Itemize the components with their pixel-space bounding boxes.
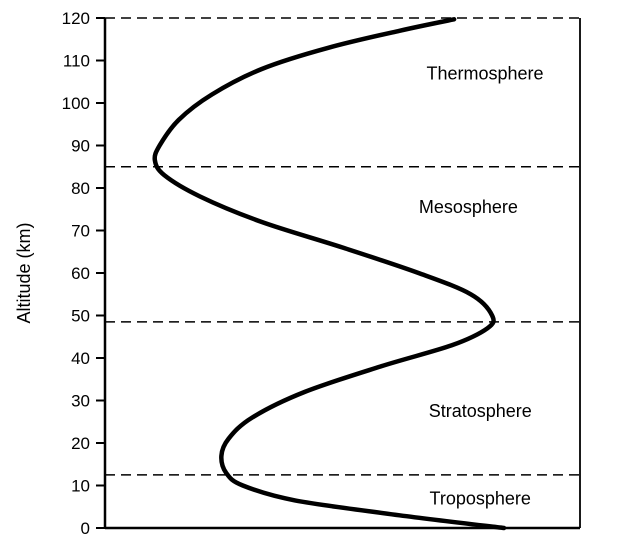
layer-label: Mesosphere [419, 197, 518, 217]
layer-label: Thermosphere [426, 63, 543, 83]
layer-label: Troposphere [430, 488, 531, 508]
y-axis-title: Altitude (km) [14, 222, 34, 323]
layer-labels: Thermosphere Mesosphere Stratosphere Tropos… [419, 63, 544, 508]
y-tick-label: 30 [71, 392, 90, 411]
y-tick-label: 120 [62, 9, 90, 28]
y-tick-label: 100 [62, 94, 90, 113]
y-tick-label: 60 [71, 264, 90, 283]
y-tick-label: 10 [71, 477, 90, 496]
y-tick-label: 80 [71, 179, 90, 198]
y-tick-label: 110 [63, 52, 90, 71]
y-tick-label: 70 [71, 222, 90, 241]
chart-frame [103, 18, 581, 530]
y-tick-label: 0 [81, 519, 90, 538]
y-tick-label: 50 [71, 307, 90, 326]
altitude-axis-ticks: 0 10 20 30 40 50 60 70 80 90 100 110 120 [62, 9, 105, 538]
temperature-curve [152, 17, 507, 531]
y-tick-label: 40 [71, 349, 90, 368]
y-tick-label: 20 [71, 434, 90, 453]
temperature-curve-group [152, 17, 507, 531]
layer-label: Stratosphere [429, 401, 532, 421]
y-tick-label: 90 [71, 137, 90, 156]
